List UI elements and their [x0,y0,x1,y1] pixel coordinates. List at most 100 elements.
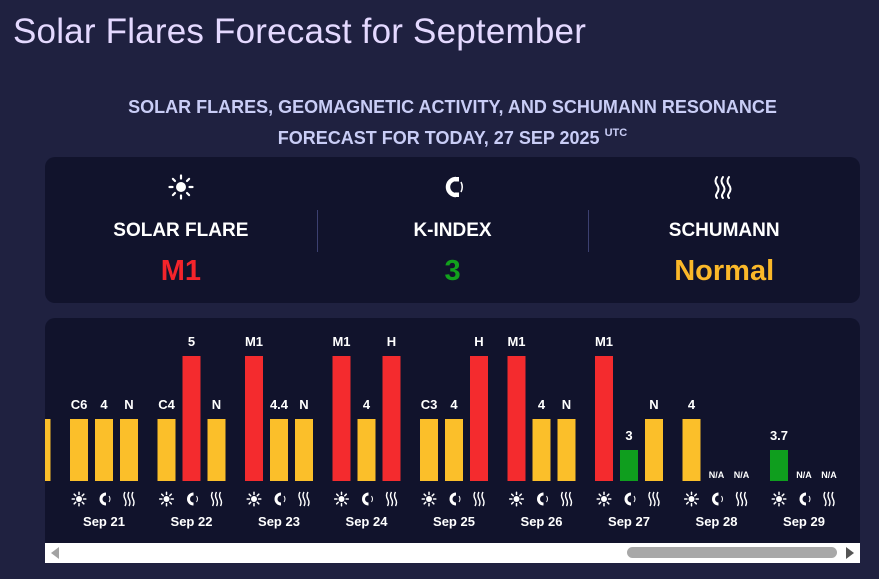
schumann-label: SCHUMANN [668,220,780,241]
sun-icon [333,491,350,507]
bar-label: 4 [538,397,546,412]
bar-schumann-sep-22[interactable] [207,419,226,481]
waves-icon [385,491,398,507]
day-date-label: Sep 22 [171,514,213,529]
bar-flare-sep-29[interactable] [770,450,788,481]
sun-icon [45,174,317,200]
k-index-value: 3 [444,255,461,287]
forecast-subtitle: SOLAR FLARES, GEOMAGNETIC ACTIVITY, AND … [45,94,860,151]
schumann-value: Normal [674,255,775,287]
utc-label: UTC [604,127,628,139]
bar-flare-sep-28[interactable] [682,419,701,481]
bar-label-na: N/A [821,470,837,480]
waves-icon [823,491,835,507]
scroll-right-arrow-icon[interactable] [846,547,854,559]
day-date-label: Sep 24 [346,514,389,529]
waves-icon [298,491,310,507]
bar-label: N [299,397,308,412]
bar-schumann-sep-25[interactable] [470,356,488,481]
waves-icon [473,491,485,507]
day-date-label: Sep 25 [433,514,475,529]
bar-schumann-sep-26[interactable] [557,419,576,481]
bar-flare-sep-21[interactable] [70,419,88,481]
solar-flare-value: M1 [160,255,201,287]
sun-icon [596,491,612,507]
waves-icon [560,491,573,507]
solar-flare-label: SOLAR FLARE [113,220,249,241]
page-title: Solar Flares Forecast for September [13,12,587,51]
waves-icon [735,491,748,507]
sun-icon [158,491,175,507]
bar-label-na: N/A [734,470,750,480]
subtitle-line-1: SOLAR FLARES, GEOMAGNETIC ACTIVITY, AND … [128,97,777,117]
bar-kindex-sep-21[interactable] [95,419,113,481]
bar-flare-sep-24[interactable] [332,356,351,481]
bar-label: M1 [332,334,350,349]
today-summary-card: SOLAR FLARE M1 K-INDEX 3 SCHUMANN [45,157,860,303]
bar-kindex-sep-23[interactable] [270,419,288,481]
bar-schumann-sep-23[interactable] [295,419,313,481]
bar-label: 5 [188,334,195,349]
bar-partial-schumann [45,419,51,481]
day-date-label: Sep 28 [696,514,738,529]
magnet-icon [99,492,111,506]
bar-flare-sep-26[interactable] [507,356,526,481]
bar-flare-sep-23[interactable] [245,356,263,481]
magnet-icon [317,174,589,200]
bar-label: 4.4 [270,397,289,412]
scroll-left-arrow-icon[interactable] [51,547,59,559]
sun-icon [508,491,525,507]
bar-label: H [387,334,396,349]
day-date-label: Sep 27 [608,514,650,529]
bar-label: M1 [595,334,613,349]
bar-flare-sep-25[interactable] [420,419,438,481]
bar-schumann-sep-24[interactable] [382,356,401,481]
bar-label: 4 [688,397,696,412]
magnet-icon [712,492,723,506]
bar-kindex-sep-25[interactable] [445,419,463,481]
bar-label: N [562,397,571,412]
day-date-label: Sep 23 [258,514,300,529]
magnet-icon [799,492,811,506]
bar-kindex-sep-27[interactable] [620,450,638,481]
bar-flare-sep-27[interactable] [595,356,613,481]
summary-k-index: K-INDEX 3 [316,157,589,303]
bar-label: M1 [245,334,263,349]
bar-kindex-sep-22[interactable] [182,356,201,481]
day-date-label: Sep 26 [521,514,563,529]
waves-icon [588,174,860,200]
sun-icon [771,491,787,507]
sun-icon [71,491,87,507]
bar-kindex-sep-26[interactable] [532,419,551,481]
bar-label: H [474,334,483,349]
bar-label: C3 [421,397,438,412]
summary-solar-flare: SOLAR FLARE M1 [45,157,317,303]
bar-label: N [124,397,133,412]
magnet-icon [537,492,548,506]
bar-label: C4 [158,397,175,412]
bar-label: 4 [363,397,371,412]
bar-label: 4 [100,397,108,412]
bar-label: M1 [507,334,525,349]
sun-icon [246,491,262,507]
k-index-label: K-INDEX [413,220,492,241]
bar-label: N [212,397,221,412]
horizontal-scrollbar[interactable] [45,543,860,563]
subtitle-line-2: FORECAST FOR TODAY, 27 SEP 2025 UTC [277,127,628,148]
summary-schumann: SCHUMANN Normal [588,157,860,303]
bar-label: C6 [71,397,88,412]
bar-kindex-sep-24[interactable] [357,419,376,481]
bar-schumann-sep-21[interactable] [120,419,138,481]
day-date-label: Sep 29 [783,514,825,529]
magnet-icon [187,492,198,506]
bar-label: 4 [450,397,458,412]
bar-label: 3 [625,428,632,443]
bar-schumann-sep-27[interactable] [645,419,663,481]
bar-label: N [649,397,658,412]
bar-label-na: N/A [796,470,812,480]
scrollbar-thumb[interactable] [627,547,837,558]
waves-icon [648,491,660,507]
sun-icon [421,491,437,507]
bar-flare-sep-22[interactable] [157,419,176,481]
